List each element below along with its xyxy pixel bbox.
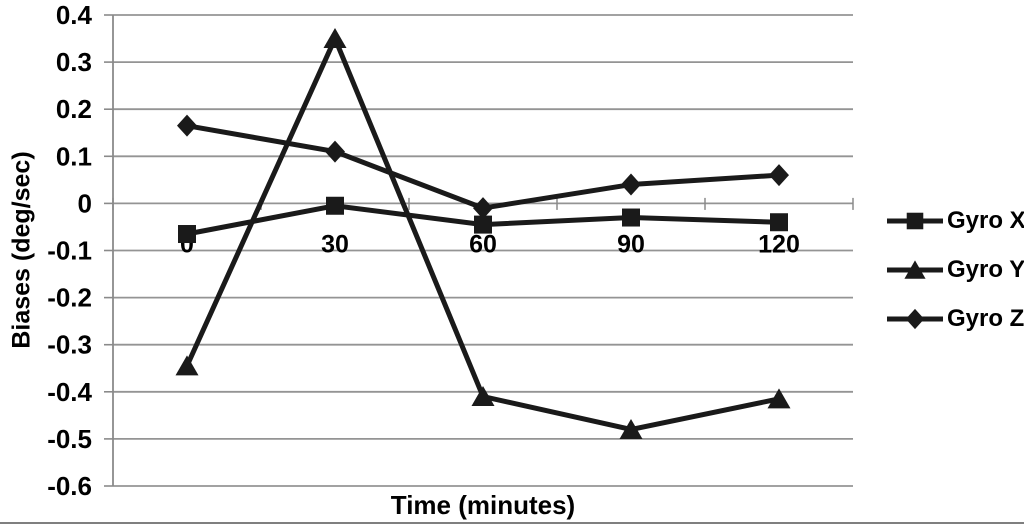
marker-gyro-y [767,388,791,409]
marker-gyro-z [621,173,641,196]
legend-label-gyro-x: Gyro X [947,206,1024,234]
y-tick-label: 0.3 [56,47,92,77]
legend-marker-gyro-z [905,308,925,329]
x-tick-label: 90 [617,230,645,258]
legend: Gyro X Gyro Y Gyro Z [886,196,1024,343]
y-tick-label: -0.1 [47,236,92,266]
y-tick-label: 0.2 [56,94,92,124]
y-tick-label: -0.3 [47,330,92,360]
marker-gyro-y [471,386,495,407]
marker-gyro-x [770,213,788,232]
marker-gyro-y [175,355,199,376]
legend-marker-gyro-y [904,259,926,279]
x-tick-label: 60 [469,230,497,258]
x-tick-label: 120 [758,230,800,258]
gyro-z-line-marker-icon [887,308,943,329]
marker-gyro-x [326,196,344,215]
y-axis-title: Biases (deg/sec) [7,151,36,349]
y-tick-label: -0.4 [47,377,92,407]
x-tick-label: 30 [321,230,349,258]
marker-gyro-x [474,215,492,234]
x-axis-title: Time (minutes) [390,490,576,520]
figure-bottom-border [0,522,1024,524]
marker-gyro-z [769,164,789,187]
legend-label-gyro-y: Gyro Y [947,255,1024,283]
y-tick-label: -0.5 [47,424,92,454]
y-tick-label: 0.4 [56,0,93,30]
legend-marker-gyro-x [906,212,924,229]
legend-item-gyro-x: Gyro X [886,196,1024,245]
gyro-y-line-marker-icon [887,259,943,279]
y-tick-label: -0.6 [47,471,92,501]
legend-item-gyro-z: Gyro Z [886,294,1024,343]
legend-item-gyro-y: Gyro Y [886,245,1024,294]
legend-label-gyro-z: Gyro Z [947,304,1024,332]
gyro-x-line-marker-icon [887,212,943,229]
marker-gyro-z [177,114,197,137]
y-tick-label: 0 [78,188,92,218]
marker-gyro-z [325,140,345,163]
y-tick-label: 0.1 [56,141,92,171]
y-tick-label: -0.2 [47,283,92,313]
marker-gyro-x [178,225,196,244]
marker-gyro-z [473,197,493,220]
marker-gyro-y [619,418,643,439]
marker-gyro-x [622,208,640,227]
marker-gyro-y [323,28,347,49]
